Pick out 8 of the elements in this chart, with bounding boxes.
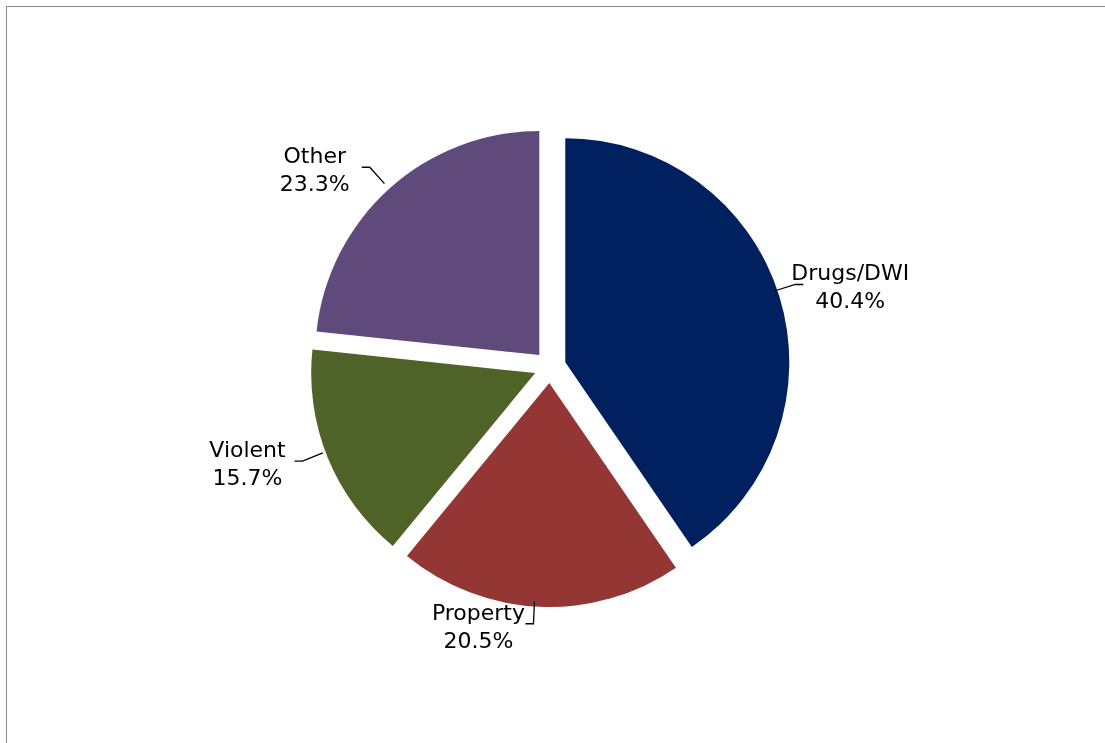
data-label: 15.7% [212,465,283,491]
slice-label: Other [283,143,347,169]
slice-label: Drugs/DWI [791,260,910,286]
data-label: 23.3% [279,171,350,197]
slice-label: Violent [209,437,287,463]
data-label: 20.5% [443,627,514,653]
slice-label: Property [431,599,526,625]
data-label: 40.4% [815,288,886,314]
